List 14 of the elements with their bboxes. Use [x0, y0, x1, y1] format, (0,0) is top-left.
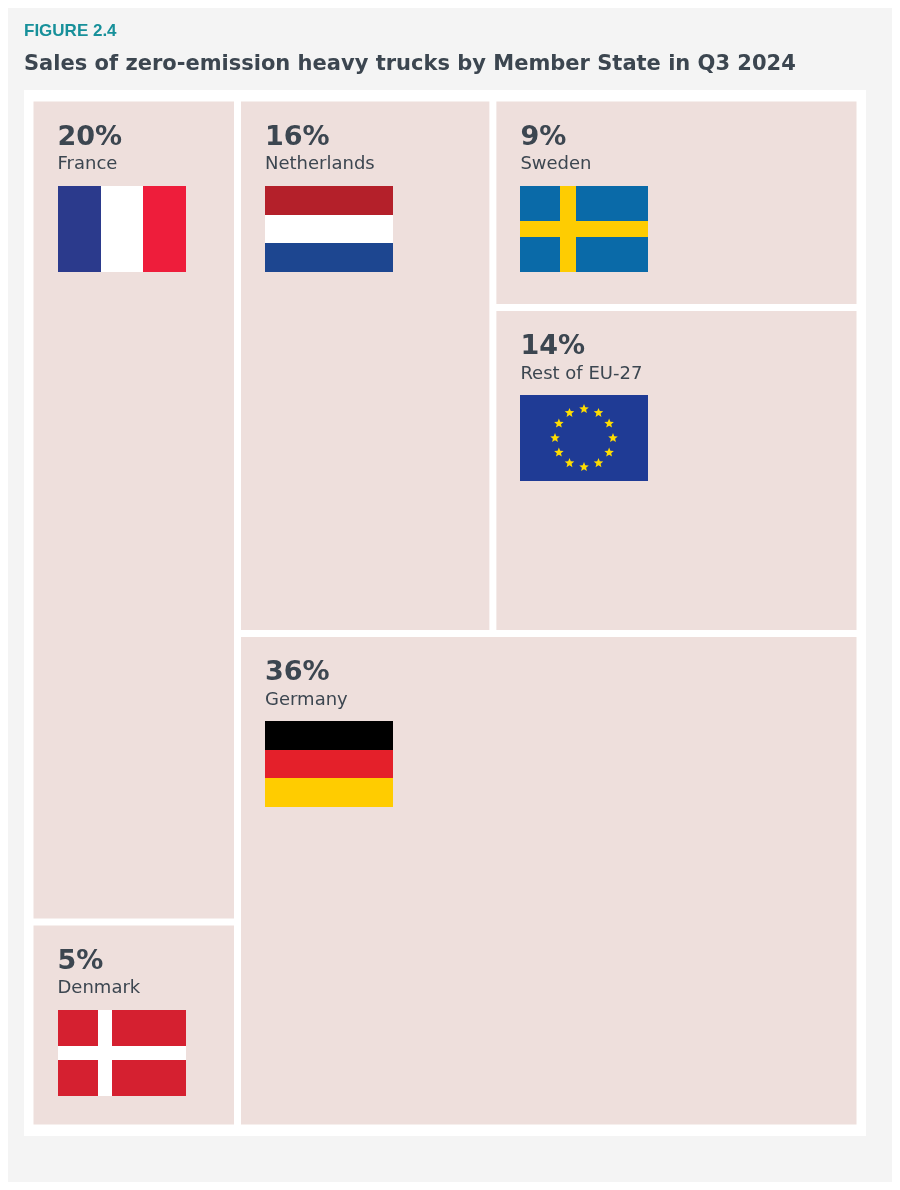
- category-label: Rest of EU-27: [520, 361, 643, 383]
- data-label: 5%: [57, 943, 104, 975]
- category-label: Germany: [265, 687, 349, 709]
- category-label: Netherlands: [265, 152, 375, 173]
- category-label: Denmark: [57, 976, 141, 997]
- data-label: 9%: [520, 119, 567, 151]
- data-label: 36%: [265, 655, 330, 687]
- text: Sales of zero-emission heavy trucks by Member State in Q3 2024: [24, 50, 796, 75]
- data-label: 16%: [265, 119, 330, 151]
- data-label: 20%: [57, 119, 123, 151]
- category-label: Sweden: [520, 152, 592, 173]
- caption: FIGURE 2.4: [24, 21, 118, 40]
- data-label: 14%: [520, 329, 586, 361]
- category-label: France: [57, 152, 118, 173]
